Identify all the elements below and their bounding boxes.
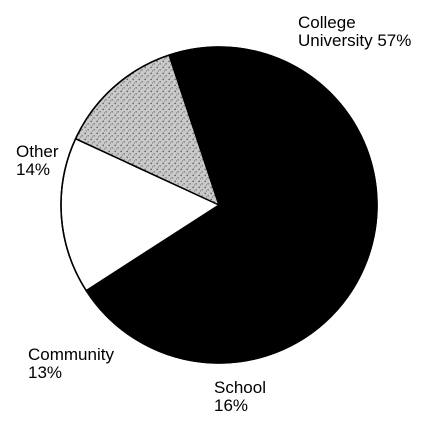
pie-outline [60,46,378,364]
slice-label-2-line-1: School [214,378,266,397]
slice-label-4-line-1: Other [16,142,59,161]
slice-label-4: Other 14% [16,142,59,179]
slice-label-1-line-1: College [298,13,356,32]
slice-label-4-line-2: 14% [16,160,50,179]
slice-label-3-line-1: Community [28,345,114,364]
slice-label-3: Community 13% [28,345,114,382]
slice-label-1: College University 57% [298,13,411,50]
slice-label-2: School 16% [214,378,266,415]
slice-label-2-line-2: 16% [214,396,248,415]
slice-label-1-line-2: University 57% [298,31,411,50]
slice-label-3-line-2: 13% [28,363,62,382]
